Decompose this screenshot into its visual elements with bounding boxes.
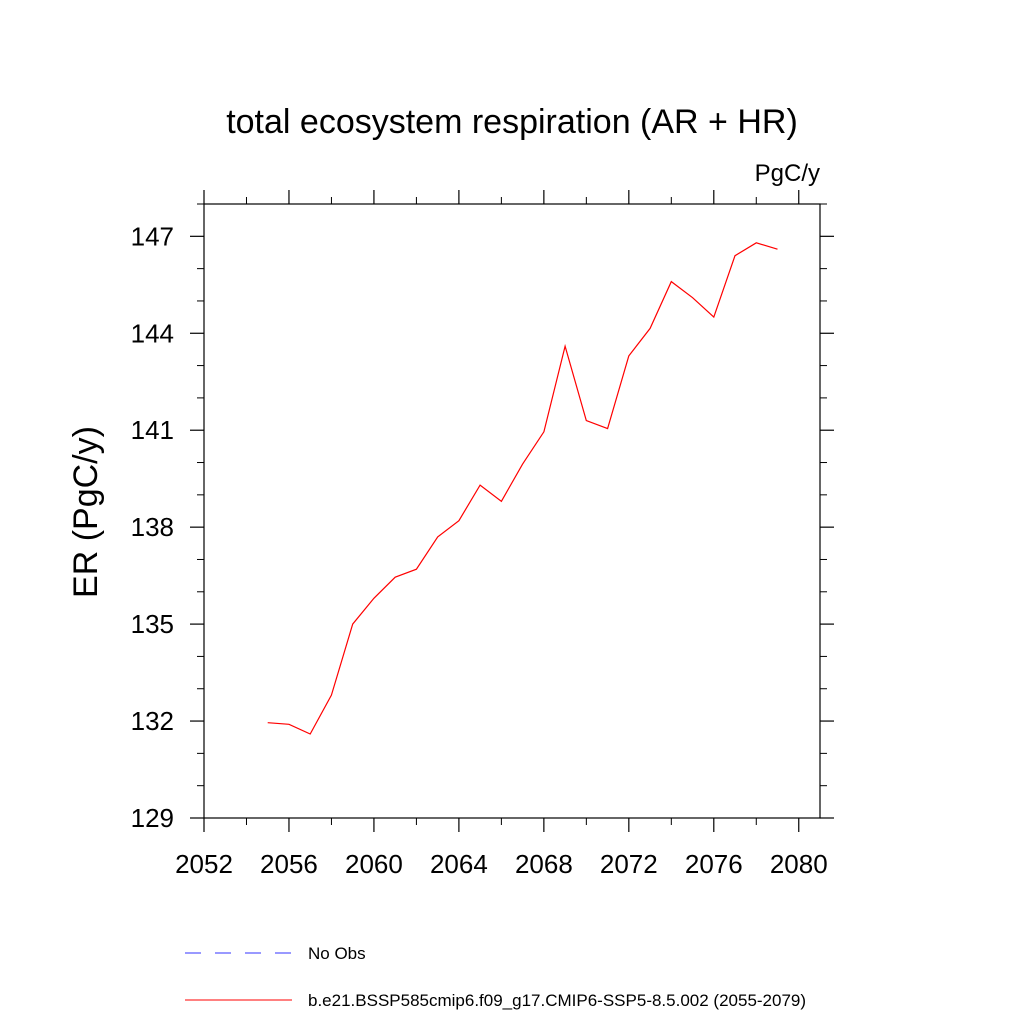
series-line-0 (267, 242, 778, 735)
legend-label-no-obs: No Obs (308, 944, 366, 963)
y-tick-label: 141 (131, 415, 174, 445)
x-tick-label: 2052 (175, 849, 233, 879)
plot-frame (203, 203, 821, 819)
units-label: PgC/y (755, 160, 820, 187)
axis-tick-labels: 2052 2056 2060 2064 2068 2072 2076 2080 129 132 13… (131, 221, 828, 879)
x-tick-label: 2056 (260, 849, 318, 879)
legend: No Obs b.e21.BSSP585cmip6.f09_g17.CMIP6-… (185, 944, 806, 1010)
y-tick-label: 138 (131, 512, 174, 542)
series-lines (267, 242, 778, 735)
x-tick-label: 2072 (600, 849, 658, 879)
y-tick-label: 129 (131, 803, 174, 833)
x-tick-label: 2080 (770, 849, 828, 879)
x-tick-label: 2068 (515, 849, 573, 879)
x-tick-label: 2076 (685, 849, 743, 879)
y-tick-label: 135 (131, 609, 174, 639)
y-tick-label: 147 (131, 221, 174, 251)
x-tick-label: 2064 (430, 849, 488, 879)
y-axis-title: ER (PgC/y) (67, 426, 105, 598)
legend-label-model: b.e21.BSSP585cmip6.f09_g17.CMIP6-SSP5-8.… (308, 991, 806, 1010)
y-tick-label: 144 (131, 318, 174, 348)
chart-title: total ecosystem respiration (AR + HR) (226, 103, 798, 141)
y-tick-label: 132 (131, 706, 174, 736)
x-tick-label: 2060 (345, 849, 403, 879)
axis-ticks (190, 190, 834, 832)
